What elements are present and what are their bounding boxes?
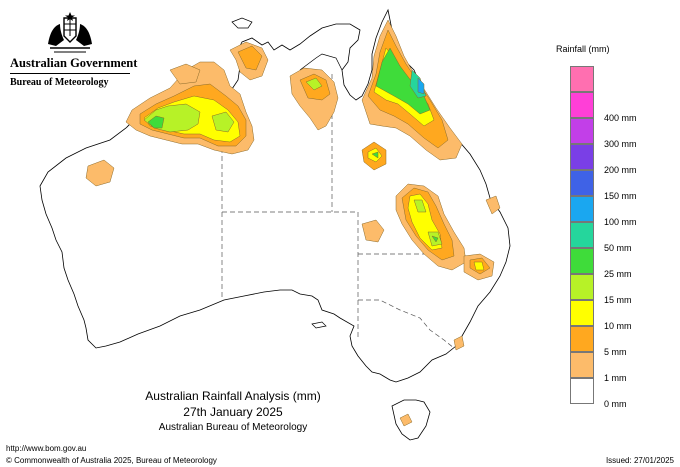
legend-swatch [570, 66, 594, 92]
legend-label: 10 mm [604, 321, 632, 331]
legend-item: 200 mm [570, 144, 670, 175]
legend-swatch [570, 274, 594, 300]
legend-item: 50 mm [570, 222, 670, 253]
legend-label: 400 mm [604, 113, 637, 123]
legend-label: 300 mm [604, 139, 637, 149]
legend-swatch [570, 92, 594, 118]
logo-divider [10, 73, 130, 74]
rainfall-shading [85, 19, 501, 427]
legend-item [570, 66, 670, 92]
legend-item: 15 mm [570, 274, 670, 305]
legend-item: 10 mm [570, 300, 670, 331]
issued-date: Issued: 27/01/2025 [605, 456, 674, 465]
legend-swatch [570, 144, 594, 170]
legend-title: Rainfall (mm) [556, 44, 610, 54]
legend-label: 25 mm [604, 269, 632, 279]
gulf-outline [299, 53, 343, 71]
legend-swatch [570, 170, 594, 196]
legend-label: 5 mm [604, 347, 627, 357]
melville-island [231, 17, 253, 29]
legend-label: 0 mm [604, 399, 627, 409]
legend-swatch [570, 222, 594, 248]
legend-label: 200 mm [604, 165, 637, 175]
legend-swatch [570, 352, 594, 378]
map-title-block: Australian Rainfall Analysis (mm) 27th J… [118, 388, 348, 436]
legend-item: 300 mm [570, 118, 670, 149]
legend-swatch [570, 196, 594, 222]
legend-item: 0 mm [570, 378, 670, 409]
legend-swatch [570, 300, 594, 326]
map-agency: Australian Bureau of Meteorology [158, 422, 308, 433]
map-date: 27th January 2025 [183, 405, 283, 419]
kangaroo-island [311, 321, 327, 329]
legend-item: 400 mm [570, 92, 670, 123]
legend-swatch [570, 118, 594, 144]
legend-item: 100 mm [570, 196, 670, 227]
government-name: Australian Government [10, 56, 138, 70]
map-title: Australian Rainfall Analysis (mm) [145, 389, 321, 403]
government-logo: Australian Government Bureau of Meteorol… [10, 10, 138, 88]
website-url[interactable]: http://www.bom.gov.au [6, 444, 87, 453]
coat-of-arms-icon [48, 12, 92, 53]
legend-swatch [570, 378, 594, 404]
bureau-name: Bureau of Meteorology [10, 77, 109, 88]
legend-label: 50 mm [604, 243, 632, 253]
legend-item: 5 mm [570, 326, 670, 357]
legend-item: 25 mm [570, 248, 670, 279]
legend-item: 150 mm [570, 170, 670, 201]
legend-item: 1 mm [570, 352, 670, 383]
legend-label: 150 mm [604, 191, 637, 201]
legend-label: 100 mm [604, 217, 637, 227]
legend-swatch [570, 326, 594, 352]
copyright-text: © Commonwealth of Australia 2025, Bureau… [6, 456, 217, 465]
legend-label: 15 mm [604, 295, 632, 305]
legend-swatch [570, 248, 594, 274]
legend-label: 1 mm [604, 373, 627, 383]
